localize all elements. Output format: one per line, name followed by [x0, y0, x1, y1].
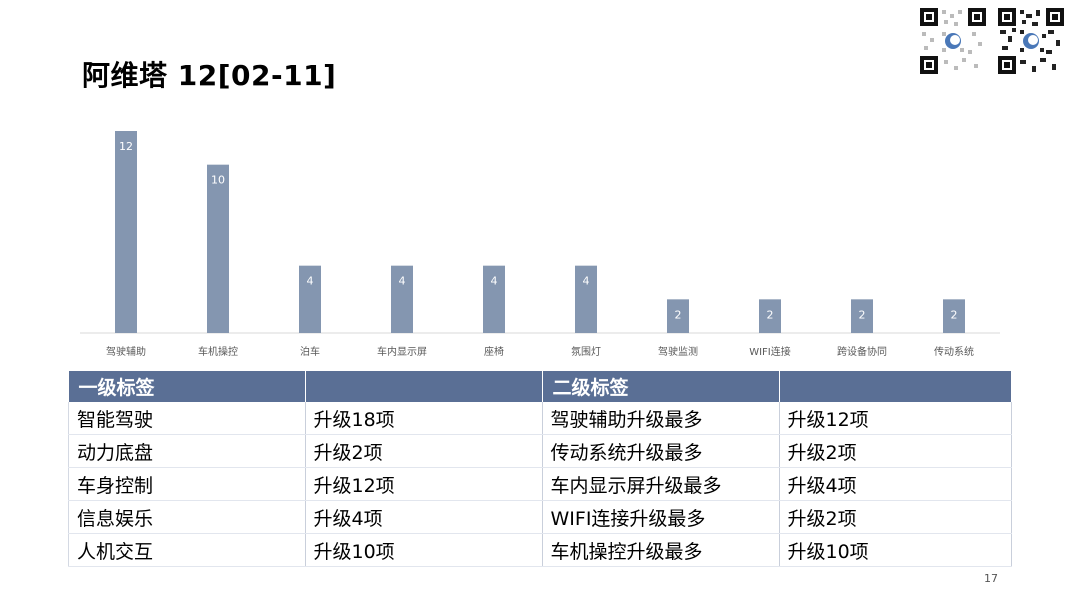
x-tick-label: 传动系统 — [934, 345, 974, 358]
table-cell: 信息娱乐 — [68, 500, 306, 534]
bar-data-label: 2 — [767, 308, 774, 321]
table-cell: 车身控制 — [68, 467, 306, 501]
x-tick-label: 泊车 — [300, 345, 320, 358]
x-tick-label: 车内显示屏 — [377, 345, 427, 358]
page-number: 17 — [984, 572, 998, 585]
table-cell: 升级12项 — [779, 402, 1012, 435]
bar-data-label: 4 — [583, 275, 590, 288]
table-cell: 升级4项 — [779, 467, 1012, 501]
bar — [299, 265, 321, 333]
table-cell: 人机交互 — [68, 533, 306, 567]
bar-data-label: 2 — [951, 308, 958, 321]
bar-data-label: 4 — [307, 275, 314, 288]
table-cell: 升级2项 — [779, 434, 1012, 468]
table-row: 人机交互 升级10项 车机操控升级最多 升级10项 — [68, 533, 1012, 567]
bar — [207, 164, 229, 333]
bar — [943, 299, 965, 333]
table-cell: 驾驶辅助升级最多 — [542, 402, 780, 435]
table-cell: 动力底盘 — [68, 434, 306, 468]
bar-data-label: 4 — [491, 275, 498, 288]
bar — [483, 265, 505, 333]
table-cell: 升级2项 — [305, 434, 543, 468]
table-row: 车身控制 升级12项 车内显示屏升级最多 升级4项 — [68, 467, 1012, 501]
table-cell: 车机操控升级最多 — [542, 533, 780, 567]
table-header-cell — [305, 371, 543, 402]
x-tick-label: WIFI连接 — [749, 345, 791, 358]
table-cell: 智能驾驶 — [68, 402, 306, 435]
table-header-cell: 二级标签 — [542, 371, 780, 402]
page-title: 阿维塔 12[02-11] — [82, 59, 337, 92]
summary-table: 一级标签 二级标签 智能驾驶 升级18项 驾驶辅助升级最多 升级12项 动力底盘… — [68, 371, 1012, 567]
table-cell: WIFI连接升级最多 — [542, 500, 780, 534]
bar-data-label: 4 — [399, 275, 406, 288]
bar — [575, 265, 597, 333]
x-tick-label: 车机操控 — [198, 345, 238, 358]
table-header-cell: 一级标签 — [68, 371, 306, 402]
table-row: 动力底盘 升级2项 传动系统升级最多 升级2项 — [68, 434, 1012, 468]
table-cell: 车内显示屏升级最多 — [542, 467, 780, 501]
table-cell: 升级2项 — [779, 500, 1012, 534]
bar-data-label: 12 — [119, 140, 133, 153]
x-tick-label: 跨设备协同 — [837, 345, 887, 358]
table-header-cell — [779, 371, 1012, 402]
table-cell: 升级18项 — [305, 402, 543, 435]
table-cell: 升级12项 — [305, 467, 543, 501]
table-cell: 升级10项 — [779, 533, 1012, 567]
x-tick-label: 座椅 — [484, 345, 504, 358]
bar-data-label: 10 — [211, 174, 225, 187]
bar — [115, 131, 137, 333]
qr-code-icon — [920, 8, 986, 74]
table-cell: 传动系统升级最多 — [542, 434, 780, 468]
table-cell: 升级10项 — [305, 533, 543, 567]
table-row: 智能驾驶 升级18项 驾驶辅助升级最多 升级12项 — [68, 402, 1012, 435]
bar-data-label: 2 — [675, 308, 682, 321]
table-row: 信息娱乐 升级4项 WIFI连接升级最多 升级2项 — [68, 500, 1012, 534]
bar — [391, 265, 413, 333]
x-tick-label: 驾驶监测 — [658, 345, 698, 358]
bar — [759, 299, 781, 333]
table-header-row: 一级标签 二级标签 — [68, 371, 1012, 402]
table-cell: 升级4项 — [305, 500, 543, 534]
x-tick-label: 驾驶辅助 — [106, 345, 146, 358]
qr-code-icon — [998, 8, 1064, 74]
bar-data-label: 2 — [859, 308, 866, 321]
bar — [851, 299, 873, 333]
x-tick-label: 氛围灯 — [571, 345, 601, 358]
bar — [667, 299, 689, 333]
